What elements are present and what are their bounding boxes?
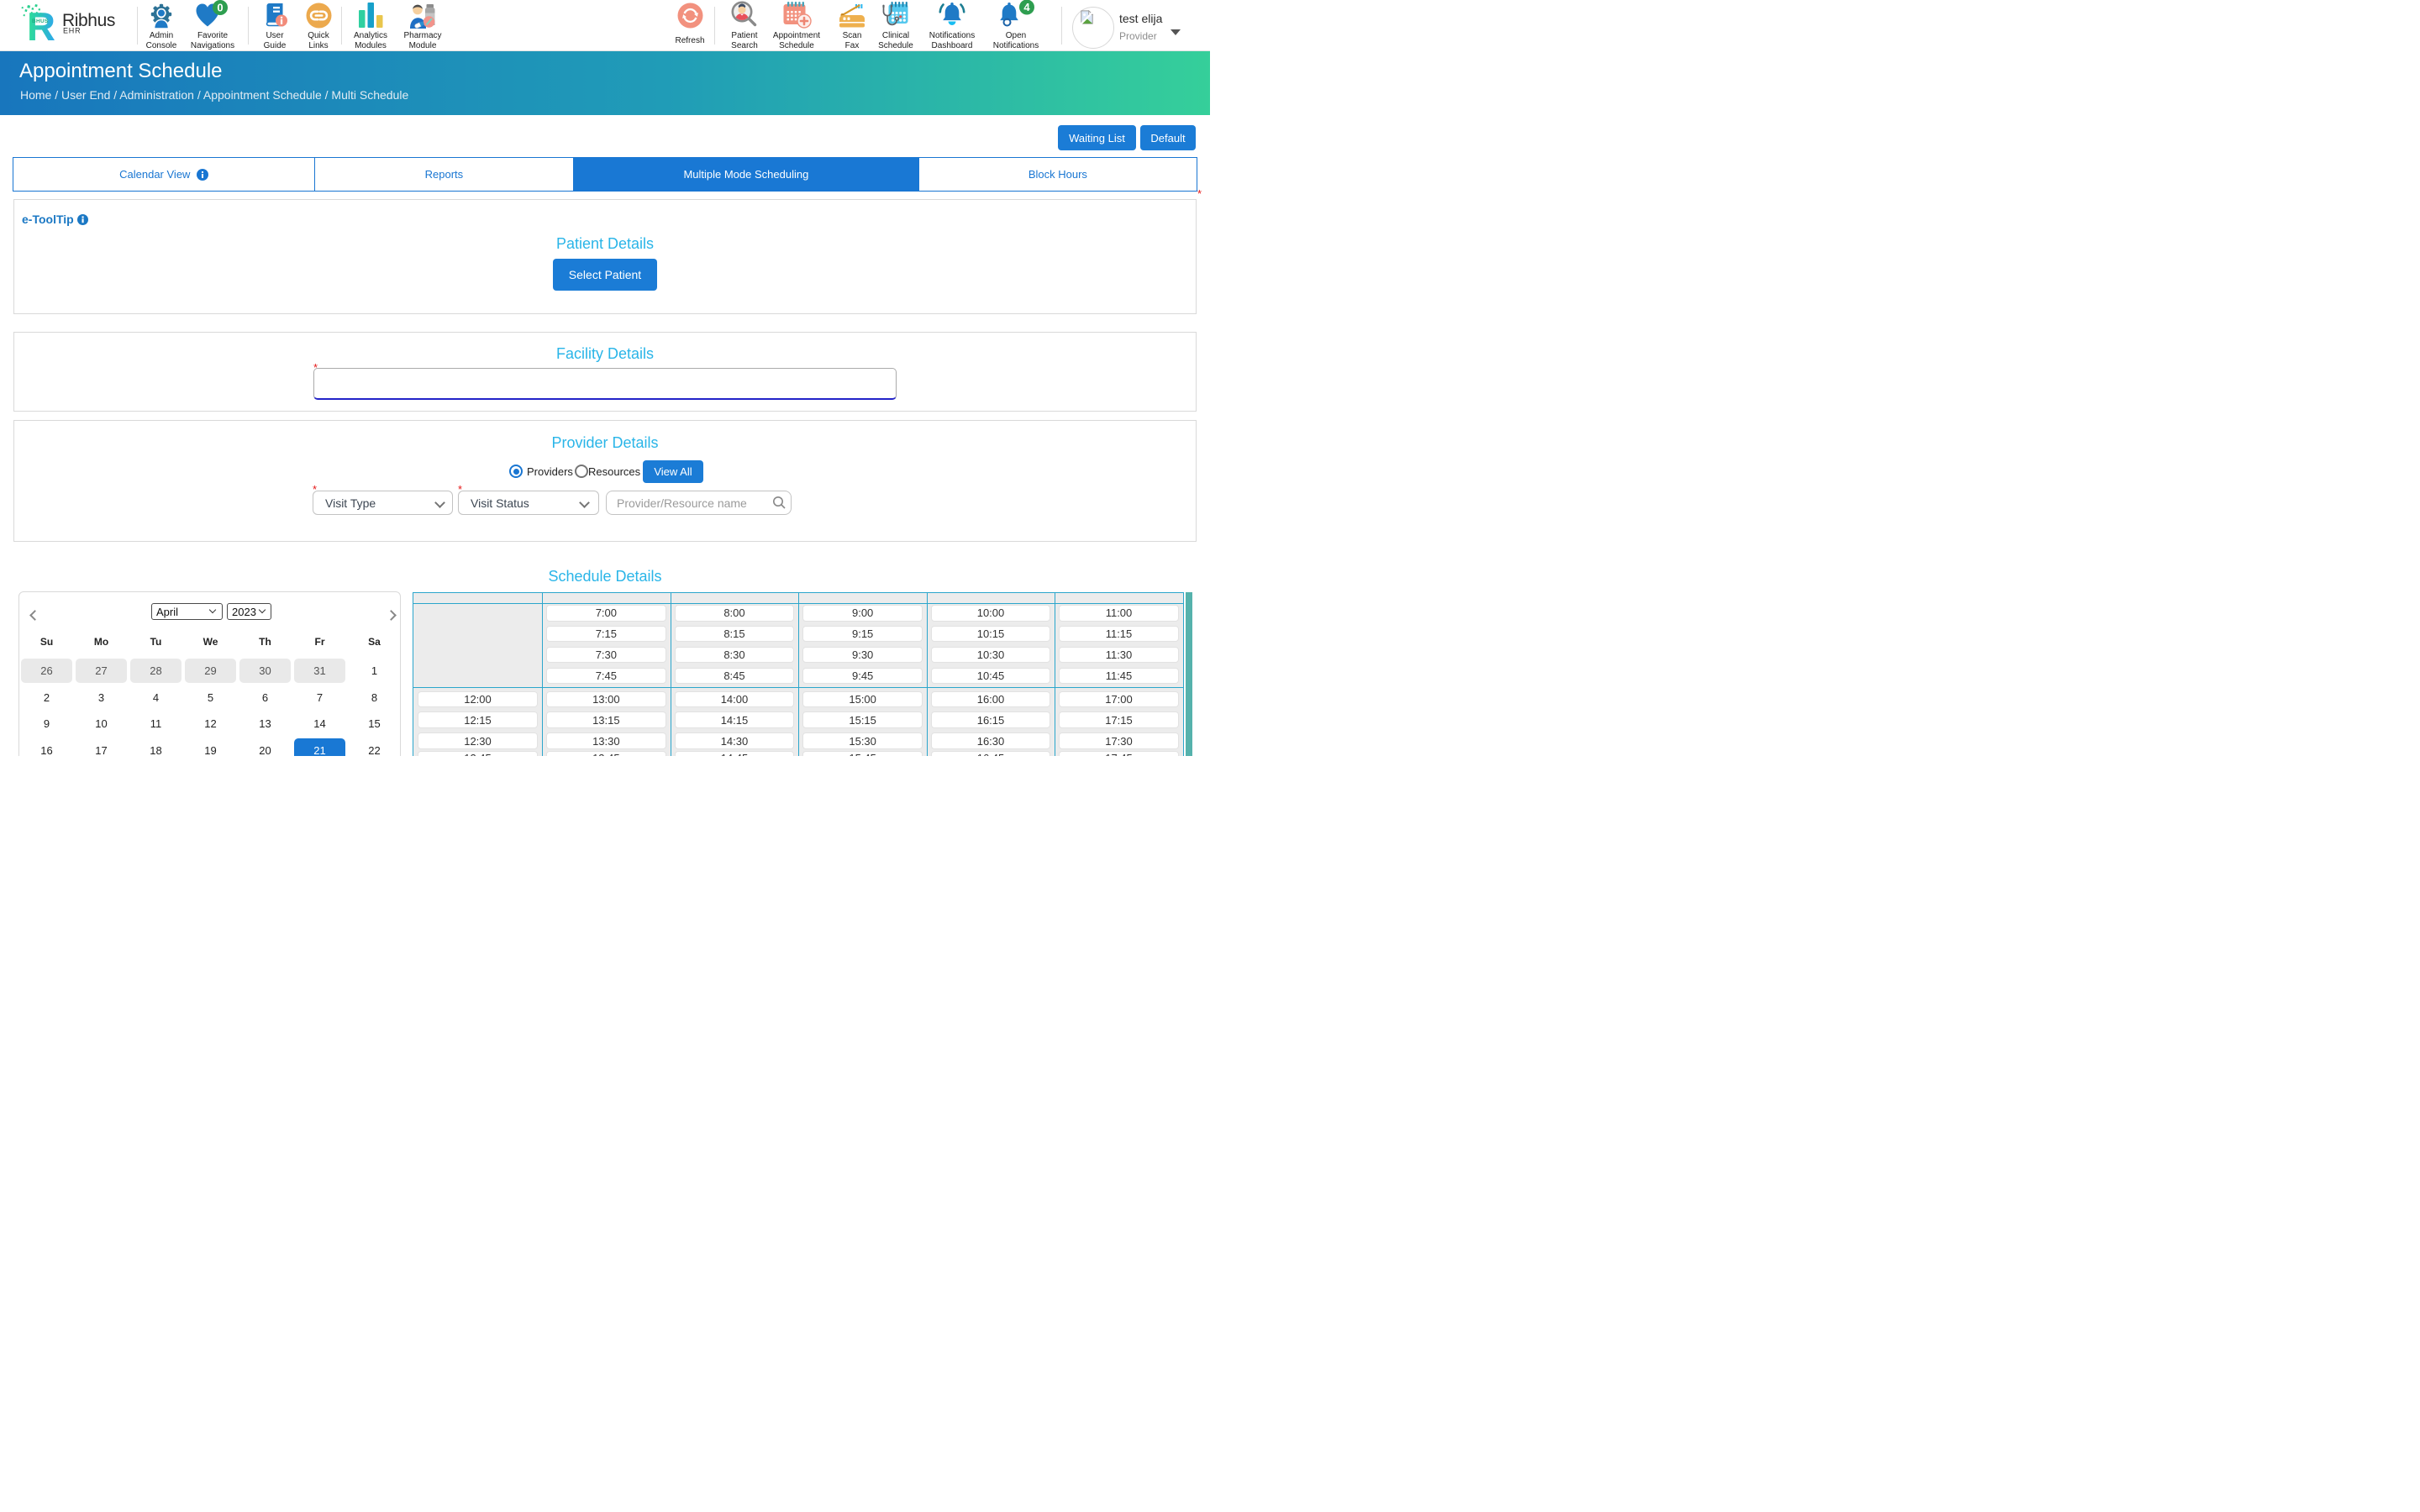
- svg-text:BHUS: BHUS: [32, 18, 49, 24]
- svg-text:Ribhus: Ribhus: [62, 11, 115, 30]
- svg-text:R: R: [27, 4, 55, 49]
- svg-text:EHR: EHR: [63, 27, 81, 35]
- svg-text:4: 4: [1023, 1, 1030, 13]
- svg-text:0: 0: [217, 1, 223, 13]
